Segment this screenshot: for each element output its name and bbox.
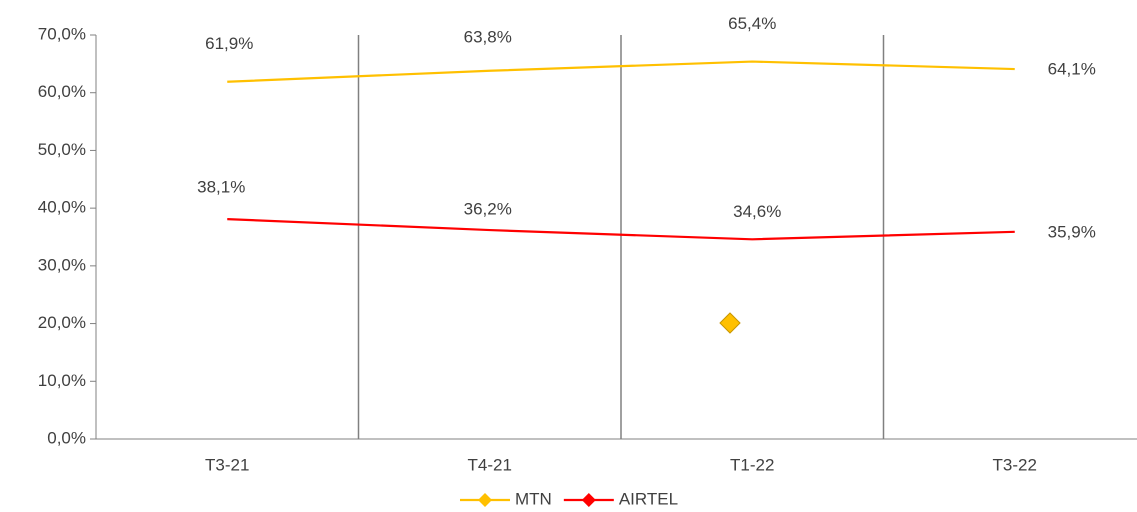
y-tick-label: 40,0% xyxy=(38,198,86,217)
x-tick-label: T3-21 xyxy=(205,455,249,474)
legend-marker xyxy=(581,493,596,507)
x-tick-label: T3-22 xyxy=(993,455,1037,474)
data-label: 34,6% xyxy=(733,202,781,221)
y-tick-label: 50,0% xyxy=(38,140,86,159)
legend-marker xyxy=(478,493,492,507)
data-label: 64,1% xyxy=(1048,60,1096,79)
y-tick-label: 20,0% xyxy=(38,313,86,332)
legend-label: MTN xyxy=(515,489,552,508)
x-tick-label: T4-21 xyxy=(468,455,512,474)
x-tick-label: T1-22 xyxy=(730,455,774,474)
data-label: 36,2% xyxy=(464,200,512,219)
data-label: 61,9% xyxy=(205,34,253,53)
y-tick-label: 60,0% xyxy=(38,82,86,101)
legend-label: AIRTEL xyxy=(619,489,678,508)
series-line xyxy=(227,60,1015,83)
data-label: 35,9% xyxy=(1048,222,1096,241)
y-tick-label: 70,0% xyxy=(38,24,86,43)
data-label: 63,8% xyxy=(464,27,512,46)
y-tick-label: 30,0% xyxy=(38,255,86,274)
stray-marker xyxy=(719,312,741,334)
data-label: 38,1% xyxy=(197,178,245,197)
data-label: 65,4% xyxy=(728,14,776,33)
y-tick-label: 0,0% xyxy=(47,428,86,447)
series-line xyxy=(227,218,1015,241)
y-tick-label: 10,0% xyxy=(38,371,86,390)
